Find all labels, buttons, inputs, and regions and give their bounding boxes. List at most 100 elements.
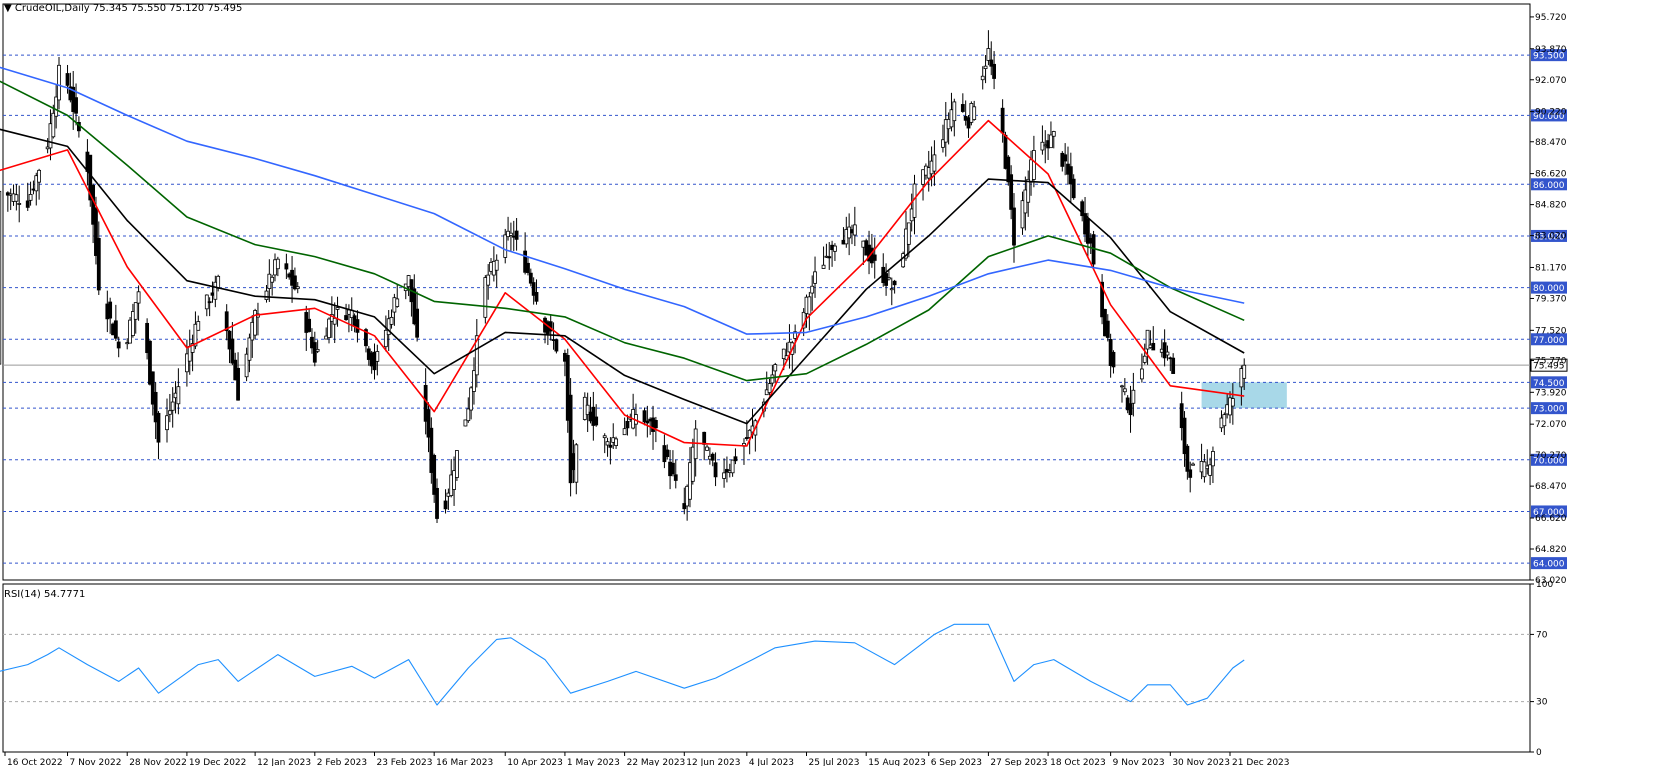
- candle-bull: [1139, 368, 1144, 380]
- candle-bull: [972, 106, 977, 120]
- candle-bear: [307, 318, 312, 332]
- candle-bull: [167, 410, 172, 415]
- candle-bear: [625, 420, 630, 429]
- date-axis-label: 25 Jul 2023: [809, 758, 860, 766]
- candle-bear: [653, 420, 658, 429]
- collapse-arrow-icon[interactable]: ▼: [4, 3, 12, 14]
- price-axis-label: 90.220: [1535, 108, 1567, 118]
- candle-bear: [1006, 156, 1011, 183]
- candle-bear: [25, 200, 30, 208]
- candle-bull: [1202, 461, 1207, 478]
- candle-bear: [645, 420, 650, 424]
- level-price-tag: [1531, 505, 1567, 518]
- candle-bear: [665, 449, 670, 458]
- candle-bear: [74, 97, 78, 114]
- candle-bear: [1182, 417, 1187, 455]
- candle-bull: [483, 277, 488, 318]
- date-axis-label: 27 Sep 2023: [990, 758, 1047, 766]
- candle-bear: [429, 427, 434, 473]
- candle-bear: [1063, 154, 1068, 162]
- candle-bear: [523, 250, 528, 273]
- level-price-tag: [1531, 376, 1567, 389]
- candle-bull: [1208, 464, 1213, 476]
- candle-bull: [327, 318, 331, 339]
- level-price-tag: [1531, 557, 1567, 570]
- date-axis-label: 19 Dec 2022: [189, 758, 247, 766]
- candle-bear: [992, 63, 996, 79]
- candle-bull: [270, 276, 275, 283]
- date-axis-label: 2 Feb 2023: [317, 758, 367, 766]
- level-price-label: 67.000: [1533, 508, 1565, 518]
- candle-bull: [1230, 398, 1235, 407]
- candle-bear: [207, 301, 212, 304]
- level-price-tag: [1531, 109, 1567, 122]
- candle-bull: [952, 101, 957, 122]
- candle-bear: [554, 339, 559, 352]
- candle-bull: [1051, 131, 1056, 137]
- candle-bear: [1128, 403, 1133, 416]
- candle-bear: [884, 273, 888, 286]
- level-price-label: 86.000: [1533, 181, 1565, 191]
- candle-bull: [176, 386, 181, 405]
- candle-bear: [148, 340, 152, 385]
- candle-bull: [54, 96, 59, 117]
- candle-bull: [585, 404, 590, 415]
- level-price-label: 70.000: [1533, 456, 1565, 466]
- candle-bear: [1111, 351, 1116, 368]
- level-price-label: 90.000: [1533, 112, 1565, 122]
- price-axis-label: 73.920: [1535, 388, 1567, 398]
- candle-bear: [1009, 174, 1014, 210]
- price-axis-label: 70.270: [1535, 451, 1567, 461]
- candle-bear: [673, 474, 678, 481]
- candle-bull: [614, 438, 618, 446]
- candle-bull: [705, 446, 709, 451]
- candle-bull: [455, 450, 459, 478]
- candle-bull: [133, 302, 138, 320]
- candle-bear: [1080, 201, 1085, 217]
- candle-bear: [65, 73, 70, 86]
- candle-bear: [966, 117, 971, 129]
- level-price-label: 64.000: [1533, 560, 1565, 570]
- candle-bull: [1120, 385, 1124, 388]
- candle-bear: [1162, 342, 1167, 359]
- candle-bull: [213, 281, 218, 300]
- candle-bull: [690, 446, 695, 482]
- price-axis-label: 93.870: [1535, 45, 1567, 55]
- candle-bear: [1000, 107, 1005, 134]
- candle-bull: [1026, 178, 1031, 203]
- candle-bull: [469, 387, 474, 411]
- candle-bear: [113, 320, 118, 339]
- price-axis-label: 83.020: [1535, 232, 1567, 242]
- candle-bull: [1191, 463, 1195, 466]
- candle-bear: [284, 263, 289, 270]
- candle-bull: [906, 222, 911, 245]
- price-axis-label: 84.820: [1535, 201, 1567, 211]
- price-axis-label: 75.770: [1535, 356, 1567, 366]
- date-axis-label: 4 Jul 2023: [749, 758, 794, 766]
- candle-bull: [329, 314, 334, 322]
- candle-bull: [131, 311, 135, 337]
- level-price-label: 77.000: [1533, 336, 1565, 346]
- level-price-label: 73.000: [1533, 405, 1565, 415]
- candle-bear: [1068, 166, 1073, 185]
- candle-bear: [293, 275, 297, 290]
- candle-bull: [253, 310, 258, 336]
- candle-bear: [514, 230, 519, 240]
- candle-bull: [1145, 329, 1150, 350]
- level-price-label: 80.000: [1533, 284, 1565, 294]
- candle-bear: [713, 462, 718, 478]
- candle-bear: [230, 338, 235, 364]
- candle-bull: [722, 472, 726, 479]
- candle-bear: [591, 406, 596, 426]
- candle-bear: [526, 262, 530, 273]
- candle-bear: [710, 453, 715, 461]
- candle-bear: [108, 301, 113, 319]
- level-price-tag: [1531, 333, 1567, 346]
- candle-bull: [852, 224, 857, 236]
- candle-bull: [170, 401, 175, 411]
- candle-bear: [236, 367, 240, 401]
- date-axis-label: 15 Aug 2023: [868, 758, 926, 766]
- candle-bear: [534, 292, 539, 302]
- candle-bull: [190, 343, 195, 353]
